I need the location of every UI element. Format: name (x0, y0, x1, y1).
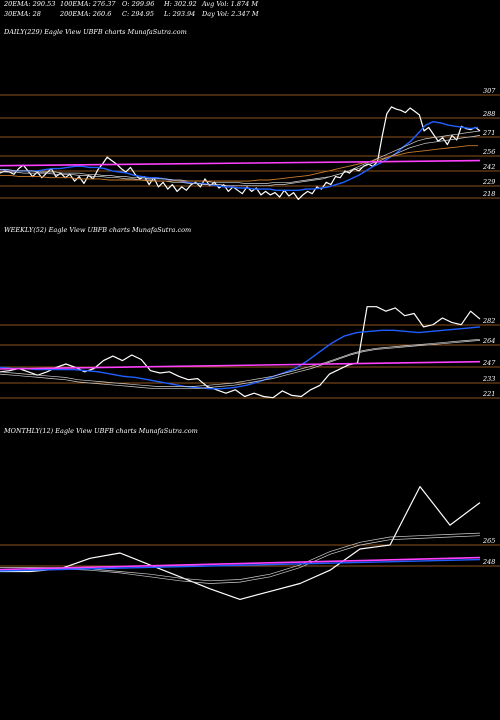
day-vol-label: Day Vol: 2.347 M (202, 10, 259, 18)
monthly-tick-label: 248 (482, 558, 495, 566)
open-label: O: 299.96 (122, 0, 155, 8)
weekly-ema-fast-line (0, 326, 481, 390)
monthly-ema-double-a-line (0, 535, 481, 584)
weekly-ema-slow-line (0, 360, 481, 370)
close-label: C: 294.95 (122, 10, 154, 18)
daily-tick-label: 307 (483, 87, 496, 95)
ema20-label: 20EMA: 290.53 (4, 0, 56, 8)
avg-vol-label: Avg Vol: 1.874 M (202, 0, 259, 8)
weekly-title: WEEKLY(52) Eagle View UBFB charts Munafa… (4, 226, 191, 234)
monthly-price-line (0, 486, 481, 601)
daily-tick-label: 256 (482, 148, 495, 156)
weekly-tick-label: 247 (482, 359, 496, 367)
daily-tick-label: 242 (482, 163, 495, 171)
weekly-tick-label: 282 (482, 317, 495, 325)
monthly-ema-fast-line (0, 558, 481, 572)
weekly-tick-label: 264 (482, 337, 495, 345)
daily-price-line (0, 106, 481, 200)
daily-tick-label: 288 (482, 110, 495, 118)
low-label: L: 293.94 (164, 10, 196, 18)
high-label: H: 302.92 (164, 0, 197, 8)
weekly-tick-label: 233 (482, 375, 495, 383)
daily-tick-label: 229 (482, 178, 495, 186)
ema100-label: 100EMA: 276.37 (60, 0, 116, 8)
monthly-tick-label: 265 (482, 537, 495, 545)
daily-title: DAILY(229) Eagle View UBFB charts Munafa… (3, 28, 187, 36)
monthly-ema-double-b-line (0, 532, 481, 582)
daily-ema-double-b-line (0, 135, 481, 184)
weekly-ema-double-a-line (0, 340, 481, 390)
ema30-label: 30EMA: 28 (4, 10, 41, 18)
weekly-ema-double-b-line (0, 338, 481, 387)
daily-ema-fast-line (0, 120, 479, 192)
weekly-tick-label: 221 (482, 390, 495, 398)
daily-ema-double-a-line (0, 130, 481, 187)
daily-ema-long-line (0, 145, 478, 182)
daily-ema-slow-line (0, 159, 481, 167)
daily-tick-label: 218 (482, 190, 495, 198)
monthly-ema-slow-line (0, 556, 481, 571)
daily-tick-label: 271 (482, 129, 495, 137)
ema200-label: 200EMA: 260.6 (60, 10, 112, 18)
monthly-title: MONTHLY(12) Eagle View UBFB charts Munaf… (3, 427, 198, 435)
